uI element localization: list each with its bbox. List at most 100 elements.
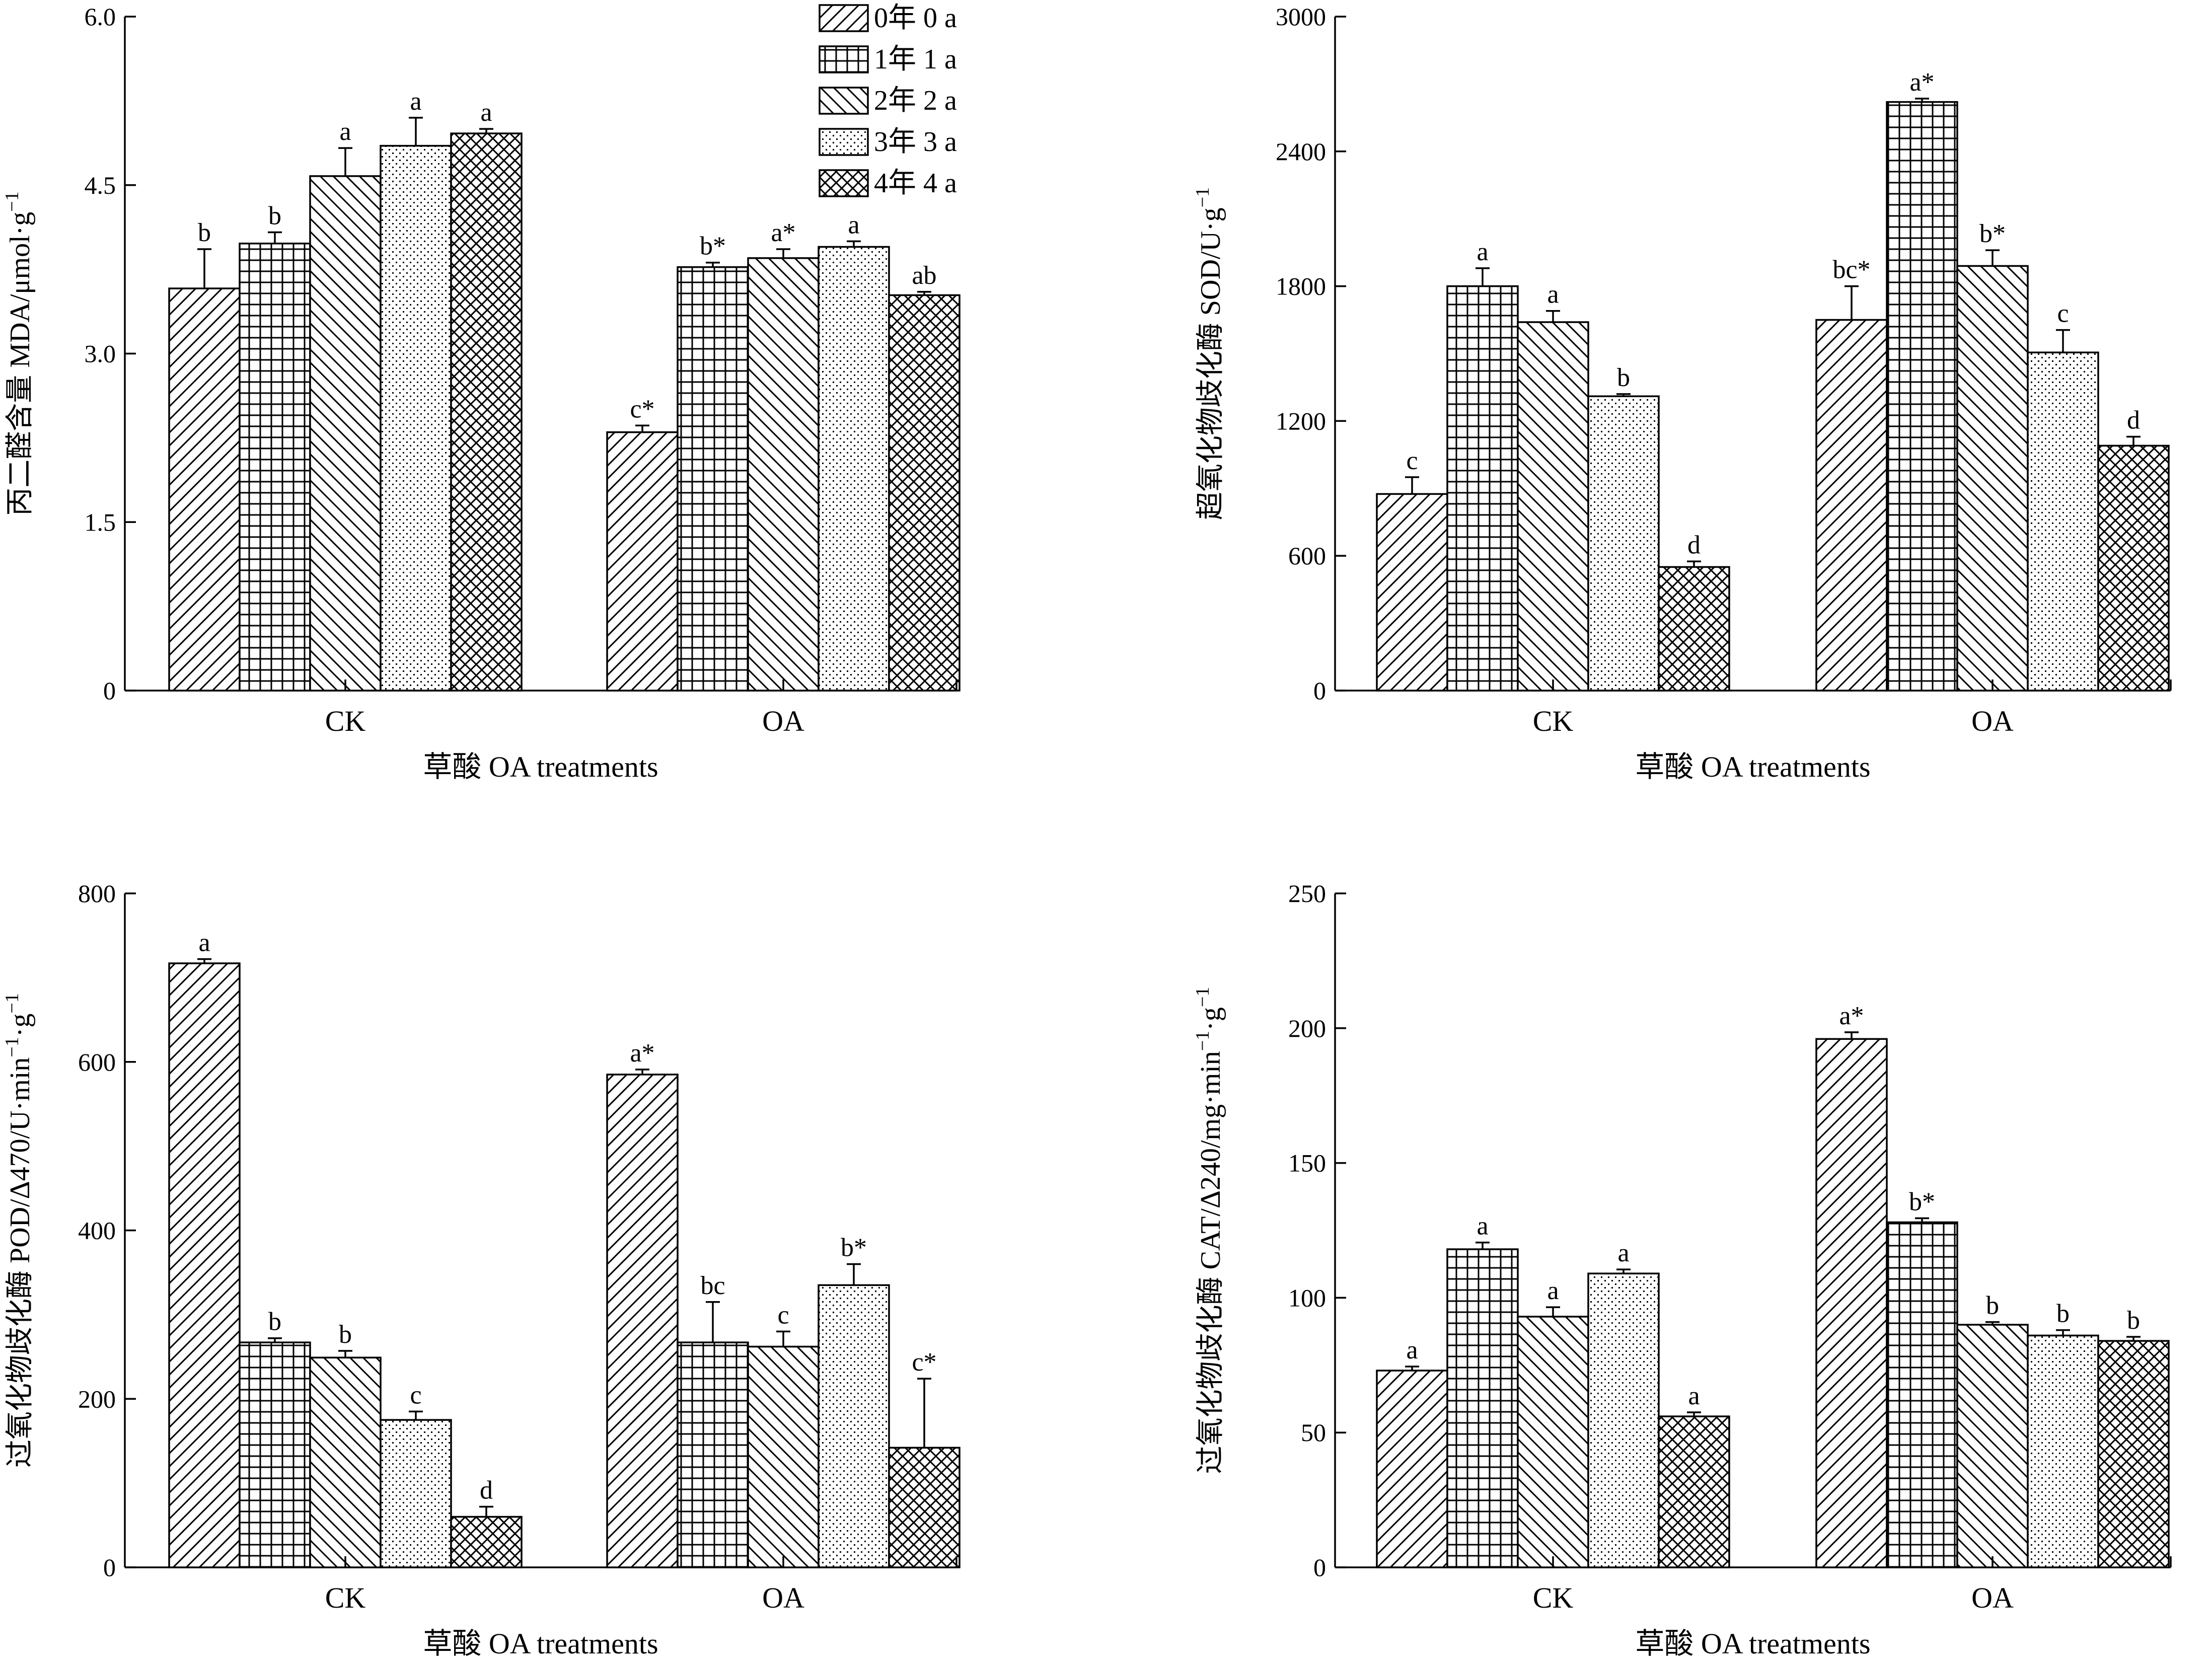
x-category-label: OA xyxy=(762,1581,804,1614)
significance-label: a xyxy=(848,210,859,239)
significance-label: a* xyxy=(771,218,795,247)
chart-panel-cat: 0 50 100 150 200 250 a a a a a CK a* b* b b b OA 草酸 OA tre… xyxy=(1192,879,2172,1660)
x-category-label: CK xyxy=(1533,705,1574,737)
legend-swatch-2 xyxy=(819,87,869,115)
x-axis-label: 草酸 OA treatments xyxy=(1635,1627,1870,1660)
y-tick-label: 0 xyxy=(103,1553,116,1581)
y-tick-label: 0 xyxy=(1313,676,1326,705)
significance-label: b* xyxy=(841,1233,867,1262)
bar-ck-series-2 xyxy=(309,1356,382,1568)
bar-ck-series-2 xyxy=(1517,321,1589,692)
bar-oa-series-1 xyxy=(677,266,749,692)
significance-label: c xyxy=(410,1381,421,1409)
legend-label-3: 3年 3 a xyxy=(874,126,957,158)
bar-ck-series-2 xyxy=(309,175,382,692)
bar-oa-series-1 xyxy=(1886,1221,1958,1568)
legend-swatch-1 xyxy=(819,45,869,73)
bar-oa-series-0 xyxy=(1815,1038,1888,1568)
bar-ck-series-3 xyxy=(380,1419,452,1568)
bar-oa-series-2 xyxy=(747,257,820,692)
bar-ck-series-1 xyxy=(1446,1248,1519,1568)
significance-label: c xyxy=(1406,446,1418,475)
x-category-label: OA xyxy=(1971,705,2014,737)
y-axis-label: 超氧化物歧化酶 SOD/U·g−1 xyxy=(1192,187,1226,520)
bar-oa-series-4 xyxy=(888,294,961,692)
legend-label-2: 2年 2 a xyxy=(874,85,957,116)
bar-ck-series-0 xyxy=(168,287,241,692)
legend: 0年 0 a 1年 1 a 2年 2 a 3年 3 a 4年 4 a xyxy=(819,3,957,199)
y-tick-label: 600 xyxy=(78,1048,116,1076)
y-tick-label: 800 xyxy=(78,879,116,907)
bar-ck-series-4 xyxy=(450,1516,523,1568)
significance-label: d xyxy=(2127,406,2140,435)
significance-label: a xyxy=(198,929,210,957)
significance-label: a xyxy=(1406,1336,1418,1365)
y-tick-label: 2400 xyxy=(1276,137,1326,166)
significance-label: b xyxy=(268,201,281,230)
chart-panel-sod: 0 600 1200 1800 2400 3000 c a a b d CK bc* a* b* c d OA 草酸… xyxy=(1192,3,2172,783)
y-axis-label: 丙二醛含量 MDA/μmol·g−1 xyxy=(2,191,36,515)
significance-label: c* xyxy=(630,395,654,423)
y-tick-label: 1800 xyxy=(1276,272,1326,300)
bar-oa-series-3 xyxy=(2027,351,2099,692)
significance-label: c xyxy=(777,1301,789,1329)
significance-label: b* xyxy=(700,232,726,261)
bar-oa-series-4 xyxy=(2097,444,2170,692)
bar-oa-series-4 xyxy=(888,1447,961,1568)
significance-label: bc* xyxy=(1832,256,1870,284)
significance-label: b* xyxy=(1979,219,2006,248)
chart-panel-mda: 0 1.5 3.0 4.5 6.0 b b a a a CK c* b* a* a ab OA 草酸 OA tre… xyxy=(2,3,961,783)
y-tick-label: 3.0 xyxy=(85,340,116,368)
bar-ck-series-4 xyxy=(1658,566,1730,692)
bar-ck-series-0 xyxy=(1376,493,1448,692)
significance-label: a xyxy=(1547,280,1559,309)
significance-label: a xyxy=(1477,1212,1488,1241)
bar-oa-series-0 xyxy=(606,1074,679,1568)
x-axis-label: 草酸 OA treatments xyxy=(423,750,658,783)
significance-label: d xyxy=(1687,531,1701,559)
y-tick-label: 250 xyxy=(1288,879,1326,907)
significance-label: a* xyxy=(630,1039,654,1068)
significance-label: b* xyxy=(1909,1187,1935,1216)
bar-oa-series-2 xyxy=(1956,1324,2029,1568)
bar-oa-series-3 xyxy=(818,246,890,692)
bar-oa-series-1 xyxy=(677,1341,749,1568)
x-category-label: CK xyxy=(325,1581,366,1614)
significance-label: b xyxy=(2127,1306,2140,1335)
y-tick-label: 600 xyxy=(1288,542,1326,570)
significance-label: b xyxy=(1617,363,1630,392)
significance-label: a* xyxy=(1909,68,1934,97)
significance-label: b xyxy=(2056,1300,2070,1328)
significance-label: a xyxy=(410,87,421,116)
significance-label: b xyxy=(1986,1292,1999,1320)
bar-oa-series-3 xyxy=(818,1284,890,1568)
bar-ck-series-1 xyxy=(1446,285,1519,692)
significance-label: a xyxy=(480,98,492,127)
x-axis-label: 草酸 OA treatments xyxy=(1635,750,1870,783)
x-axis-label: 草酸 OA treatments xyxy=(423,1627,658,1660)
bar-ck-series-0 xyxy=(1376,1370,1448,1568)
bar-ck-series-3 xyxy=(1587,1272,1660,1568)
significance-label: a xyxy=(1547,1276,1559,1305)
y-tick-label: 1.5 xyxy=(85,508,116,536)
bar-ck-series-1 xyxy=(239,1341,311,1568)
bar-oa-series-2 xyxy=(1956,265,2029,692)
bar-ck-series-3 xyxy=(380,144,452,692)
bar-ck-series-2 xyxy=(1517,1316,1589,1568)
legend-swatch-3 xyxy=(819,128,869,156)
y-tick-label: 4.5 xyxy=(85,171,116,199)
bar-ck-series-0 xyxy=(168,962,241,1568)
significance-label: b xyxy=(268,1308,281,1336)
significance-label: c* xyxy=(912,1348,936,1377)
significance-label: b xyxy=(198,218,211,247)
significance-label: a* xyxy=(1839,1002,1864,1030)
legend-label-1: 1年 1 a xyxy=(874,44,957,75)
significance-label: a xyxy=(1477,238,1488,266)
legend-label-4: 4年 4 a xyxy=(874,168,957,199)
significance-label: d xyxy=(480,1476,493,1504)
significance-label: ab xyxy=(912,261,936,290)
bar-oa-series-0 xyxy=(1815,319,1888,692)
y-tick-label: 50 xyxy=(1301,1418,1326,1447)
